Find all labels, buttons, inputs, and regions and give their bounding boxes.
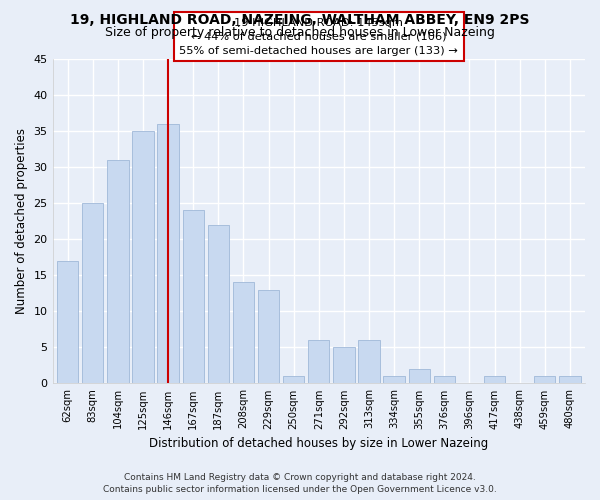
Text: 19, HIGHLAND ROAD, NAZEING, WALTHAM ABBEY, EN9 2PS: 19, HIGHLAND ROAD, NAZEING, WALTHAM ABBE… <box>70 12 530 26</box>
Text: 19 HIGHLAND ROAD: 145sqm
← 44% of detached houses are smaller (106)
55% of semi-: 19 HIGHLAND ROAD: 145sqm ← 44% of detach… <box>179 18 458 56</box>
Bar <box>57 261 78 384</box>
Bar <box>157 124 179 384</box>
Bar <box>82 203 103 384</box>
Bar <box>132 131 154 384</box>
Bar <box>484 376 505 384</box>
Bar <box>283 376 304 384</box>
Bar <box>208 225 229 384</box>
Bar <box>182 210 204 384</box>
Bar <box>333 348 355 384</box>
X-axis label: Distribution of detached houses by size in Lower Nazeing: Distribution of detached houses by size … <box>149 437 488 450</box>
Bar <box>534 376 556 384</box>
Bar <box>358 340 380 384</box>
Bar <box>383 376 405 384</box>
Bar <box>434 376 455 384</box>
Bar <box>233 282 254 384</box>
Bar <box>409 369 430 384</box>
Bar <box>308 340 329 384</box>
Bar <box>107 160 128 384</box>
Y-axis label: Number of detached properties: Number of detached properties <box>15 128 28 314</box>
Bar <box>258 290 279 384</box>
Bar <box>559 376 581 384</box>
Text: Size of property relative to detached houses in Lower Nazeing: Size of property relative to detached ho… <box>105 26 495 39</box>
Text: Contains HM Land Registry data © Crown copyright and database right 2024.
Contai: Contains HM Land Registry data © Crown c… <box>103 472 497 494</box>
